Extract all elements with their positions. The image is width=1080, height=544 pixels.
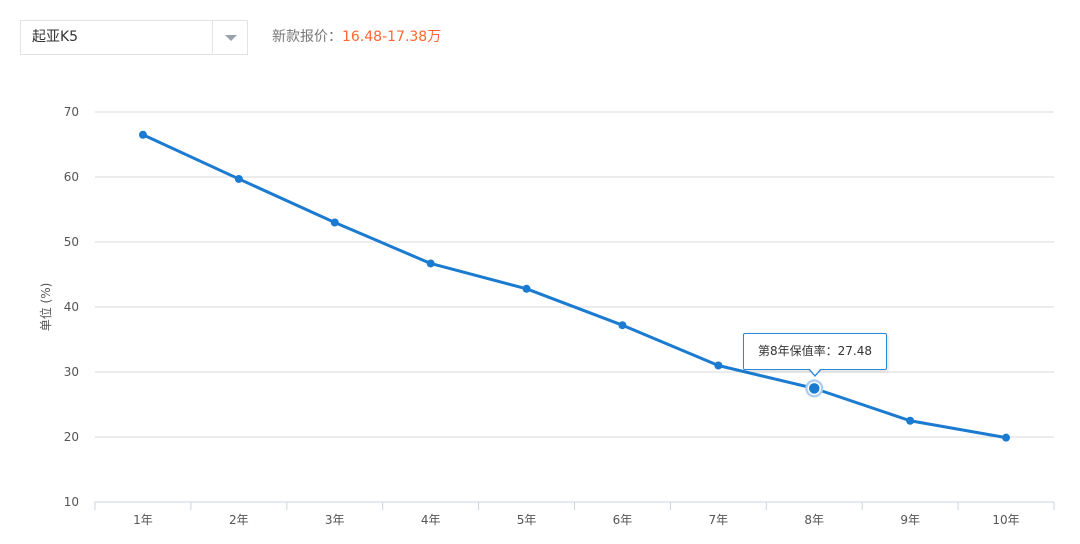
x-tick-label: 5年 — [517, 513, 537, 527]
data-point-highlighted[interactable] — [807, 381, 821, 396]
tooltip-pointer-inner — [809, 368, 821, 375]
x-tick-label: 9年 — [900, 513, 920, 527]
new-price-label: 新款报价： — [272, 29, 342, 45]
selector-divider — [212, 21, 213, 54]
y-tick-label: 60 — [64, 170, 79, 184]
tooltip-label: 第8年保值率： — [758, 344, 838, 358]
series-line — [142, 133, 1007, 440]
x-tick-label: 6年 — [613, 513, 633, 527]
y-tick-label: 40 — [64, 300, 79, 314]
model-selector[interactable]: 起亚K5 — [20, 20, 248, 55]
y-tick-label: 50 — [64, 235, 79, 249]
tooltip: 第8年保值率：27.48 — [743, 333, 887, 370]
x-tick-label: 7年 — [709, 513, 729, 527]
y-axis-tick-labels: 10 20 30 40 50 60 70 — [64, 105, 79, 509]
series-polyline — [142, 133, 1007, 440]
model-selector-value: 起亚K5 — [32, 29, 79, 45]
new-price: 新款报价：16.48-17.38万 — [272, 20, 441, 55]
data-point[interactable] — [234, 174, 243, 183]
data-point[interactable] — [330, 218, 339, 227]
data-points — [138, 130, 1011, 442]
x-tick-label: 10年 — [992, 513, 1019, 527]
x-tick-label: 3年 — [325, 513, 345, 527]
chevron-down-icon[interactable] — [213, 21, 248, 54]
x-tick-label: 8年 — [804, 513, 824, 527]
y-tick-label: 10 — [64, 495, 79, 509]
x-tick-label: 4年 — [421, 513, 441, 527]
x-axis — [94, 501, 1055, 510]
data-point[interactable] — [714, 361, 723, 370]
data-point[interactable] — [1002, 433, 1011, 442]
new-price-value: 16.48-17.38万 — [342, 29, 442, 45]
y-tick-label: 30 — [64, 365, 79, 379]
data-point[interactable] — [906, 416, 915, 425]
y-tick-label: 70 — [64, 105, 79, 119]
y-axis-label: 单位 (%) — [38, 283, 53, 332]
grid-lines — [95, 111, 1054, 438]
data-point[interactable] — [618, 321, 627, 330]
data-point[interactable] — [522, 284, 531, 293]
tooltip-value: 27.48 — [837, 344, 872, 358]
data-point[interactable] — [426, 259, 435, 268]
y-tick-label: 20 — [64, 430, 79, 444]
x-tick-label: 1年 — [133, 513, 153, 527]
x-axis-tick-labels: 1年 2年 3年 4年 5年 6年 7年 8年 9年 10年 — [133, 513, 1020, 527]
x-tick-label: 2年 — [229, 513, 249, 527]
data-point[interactable] — [138, 130, 147, 139]
